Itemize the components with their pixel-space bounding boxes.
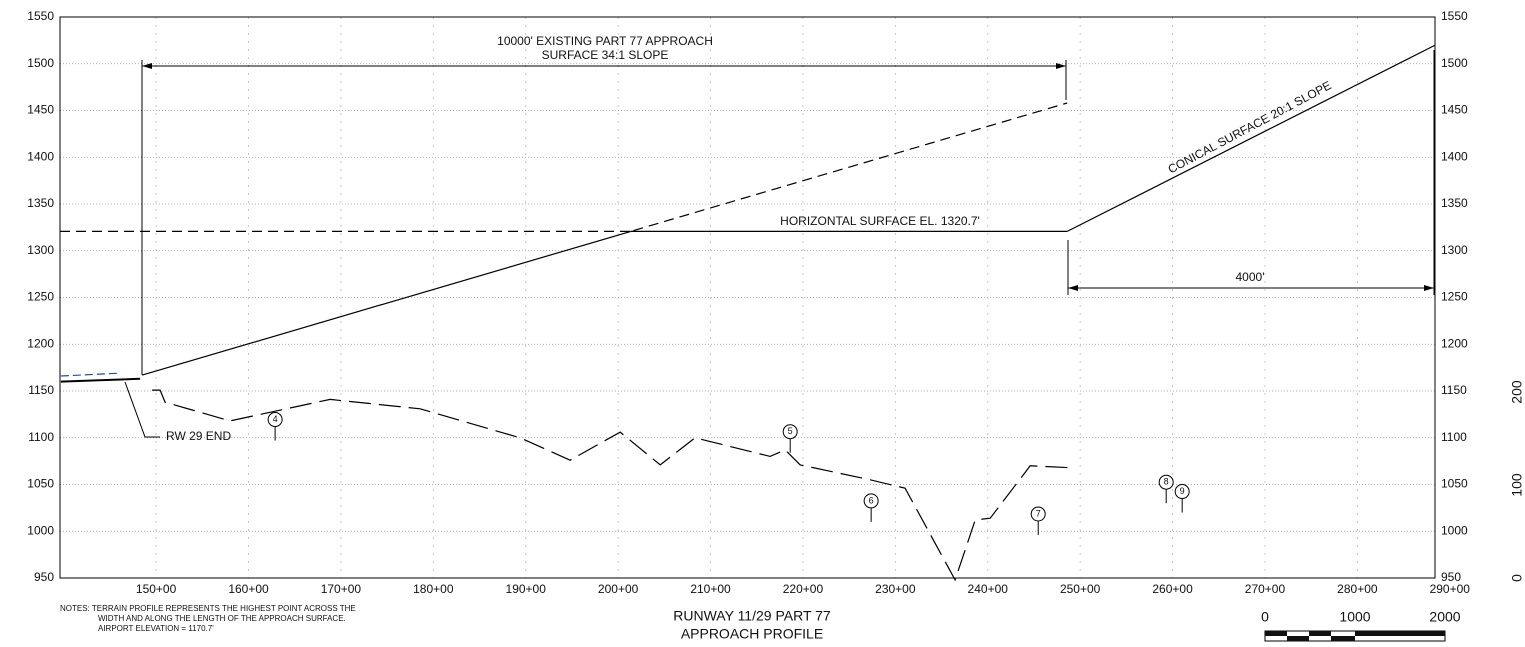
y2-tick-label: 1150 — [1441, 383, 1467, 397]
grid — [60, 16, 1435, 579]
plot-frame — [59, 16, 1436, 579]
y2-tick-label: 1400 — [1441, 149, 1468, 163]
obstacle-label: 6 — [869, 495, 874, 505]
y2-tick-label: 1500 — [1441, 56, 1468, 70]
obstacle-marker — [1030, 506, 1046, 522]
y-tick-label: 1000 — [27, 523, 54, 537]
y2-tick-label: 1200 — [1441, 336, 1468, 350]
y-tick-label: 950 — [34, 570, 54, 584]
x-tick-label: 160+00 — [228, 582, 269, 596]
profile-line — [60, 377, 141, 383]
scale-bar — [1264, 630, 1446, 642]
vertical-scale-label: 200 — [1509, 380, 1525, 404]
obstacle-label: 9 — [1180, 486, 1185, 496]
x-tick-label: 170+00 — [321, 582, 362, 596]
obstacle-marker — [782, 424, 798, 440]
y2-tick-label: 1100 — [1441, 430, 1467, 444]
x-tick-label: 210+00 — [690, 582, 731, 596]
surface-line — [630, 102, 1068, 232]
y2-tick-label: 1250 — [1441, 290, 1468, 304]
y2-tick-label: 950 — [1441, 570, 1461, 584]
obstacle-marker — [267, 412, 283, 428]
x-tick-label: 280+00 — [1337, 582, 1378, 596]
obstacle-marker — [863, 493, 879, 509]
x-tick-label: 290+00 — [1430, 582, 1471, 596]
y2-tick-label: 1300 — [1441, 243, 1468, 257]
chart-title: RUNWAY 11/29 PART 77 — [673, 608, 831, 624]
note: WIDTH AND ALONG THE LENGTH OF THE APPROA… — [98, 614, 346, 623]
scale-label: 2000 — [1429, 609, 1460, 625]
y-tick-label: 1200 — [27, 336, 54, 350]
leader-line — [124, 381, 160, 438]
y-tick-label: 1450 — [27, 103, 54, 117]
annotation: RW 29 END — [166, 429, 231, 443]
annotation: CONICAL SURFACE 20:1 SLOPE — [1166, 78, 1334, 176]
note: AIRPORT ELEVATION = 1170.7' — [98, 624, 214, 633]
scale-label: 0 — [1261, 609, 1269, 625]
obstacle-marker — [1174, 484, 1190, 500]
y-tick-label: 1550 — [27, 9, 54, 23]
obstacle-label: 7 — [1036, 508, 1041, 518]
y-tick-label: 1100 — [28, 430, 54, 444]
vertical-scale-label: 0 — [1509, 574, 1525, 582]
chart-subtitle: APPROACH PROFILE — [681, 626, 823, 642]
y2-tick-label: 1550 — [1441, 9, 1468, 23]
y-tick-label: 1250 — [27, 290, 54, 304]
profile-line — [1066, 44, 1436, 232]
obstacle-label: 5 — [788, 426, 793, 436]
y2-tick-label: 1000 — [1441, 523, 1468, 537]
y2-tick-label: 1050 — [1441, 477, 1468, 491]
y-tick-label: 1050 — [27, 477, 54, 491]
x-tick-label: 230+00 — [875, 582, 916, 596]
x-tick-label: 190+00 — [506, 582, 547, 596]
x-tick-label: 260+00 — [1152, 582, 1193, 596]
y-tick-label: 1300 — [27, 243, 54, 257]
x-tick-label: 200+00 — [598, 582, 639, 596]
x-tick-label: 250+00 — [1060, 582, 1101, 596]
y-tick-label: 1350 — [27, 196, 54, 210]
y2-tick-label: 1450 — [1441, 103, 1468, 117]
annotation: 4000' — [1236, 270, 1265, 284]
y-tick-label: 1150 — [28, 383, 54, 397]
vertical-scale-label: 100 — [1509, 473, 1525, 497]
note: NOTES: TERRAIN PROFILE REPRESENTS THE HI… — [60, 604, 356, 613]
x-tick-label: 220+00 — [783, 582, 824, 596]
y-tick-label: 1500 — [27, 56, 54, 70]
profile-line — [152, 389, 1071, 582]
profile-line — [60, 372, 120, 377]
annotation: 10000' EXISTING PART 77 APPROACH — [497, 34, 713, 48]
x-tick-label: 240+00 — [968, 582, 1009, 596]
annotation: HORIZONTAL SURFACE EL. 1320.7' — [780, 214, 980, 228]
surface-line — [142, 230, 631, 376]
y-tick-label: 1400 — [27, 149, 54, 163]
scale-label: 1000 — [1339, 609, 1370, 625]
x-tick-label: 150+00 — [136, 582, 177, 596]
y2-tick-label: 1350 — [1441, 196, 1468, 210]
x-tick-label: 180+00 — [413, 582, 454, 596]
obstacle-label: 4 — [273, 414, 278, 424]
x-tick-label: 270+00 — [1245, 582, 1286, 596]
obstacle-label: 8 — [1164, 477, 1169, 487]
obstacle-marker — [1158, 474, 1174, 490]
annotation: SURFACE 34:1 SLOPE — [542, 48, 669, 62]
